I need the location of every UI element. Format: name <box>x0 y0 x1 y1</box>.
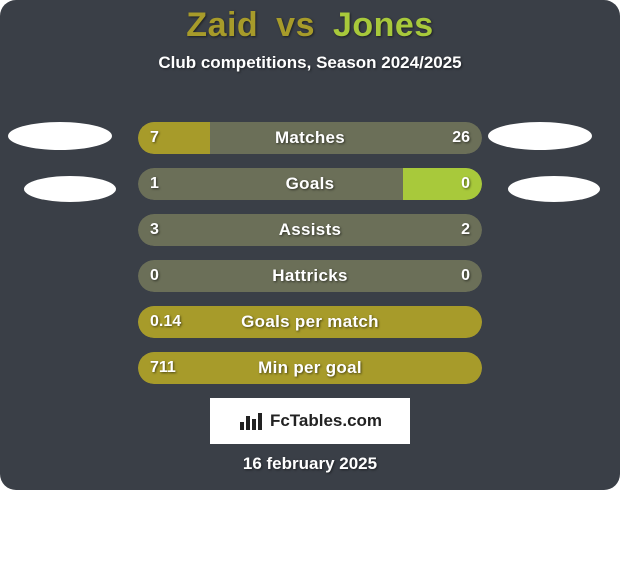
team-logo-placeholder <box>488 122 592 150</box>
fctables-logo: FcTables.com <box>210 398 410 444</box>
stat-bar-row: 0.14Goals per match <box>138 306 482 338</box>
stat-label: Matches <box>138 122 482 154</box>
comparison-card: Zaid vs Jones Club competitions, Season … <box>0 0 620 490</box>
team-logo-placeholder <box>24 176 116 202</box>
stat-bar-row: 00Hattricks <box>138 260 482 292</box>
subtitle: Club competitions, Season 2024/2025 <box>0 53 620 73</box>
stat-bar-row: 32Assists <box>138 214 482 246</box>
stage: Zaid vs Jones Club competitions, Season … <box>0 0 620 580</box>
stat-bar-row: 711Min per goal <box>138 352 482 384</box>
team-logo-placeholder <box>508 176 600 202</box>
stat-bar-row: 726Matches <box>138 122 482 154</box>
stat-label: Goals per match <box>138 306 482 338</box>
player1-name: Zaid <box>186 6 258 44</box>
stat-bars-container: 726Matches 10Goals 32Assists 00Hattricks 0.1… <box>138 122 482 398</box>
team-logo-placeholder <box>8 122 112 150</box>
vs-label: vs <box>276 6 315 44</box>
date-line: 16 february 2025 <box>0 454 620 474</box>
stat-label: Hattricks <box>138 260 482 292</box>
chart-icon <box>238 410 264 432</box>
stat-label: Assists <box>138 214 482 246</box>
stat-bar-row: 10Goals <box>138 168 482 200</box>
page-title: Zaid vs Jones <box>0 0 620 45</box>
player2-name: Jones <box>333 6 434 44</box>
stat-label: Goals <box>138 168 482 200</box>
stat-label: Min per goal <box>138 352 482 384</box>
logo-text: FcTables.com <box>270 411 382 431</box>
